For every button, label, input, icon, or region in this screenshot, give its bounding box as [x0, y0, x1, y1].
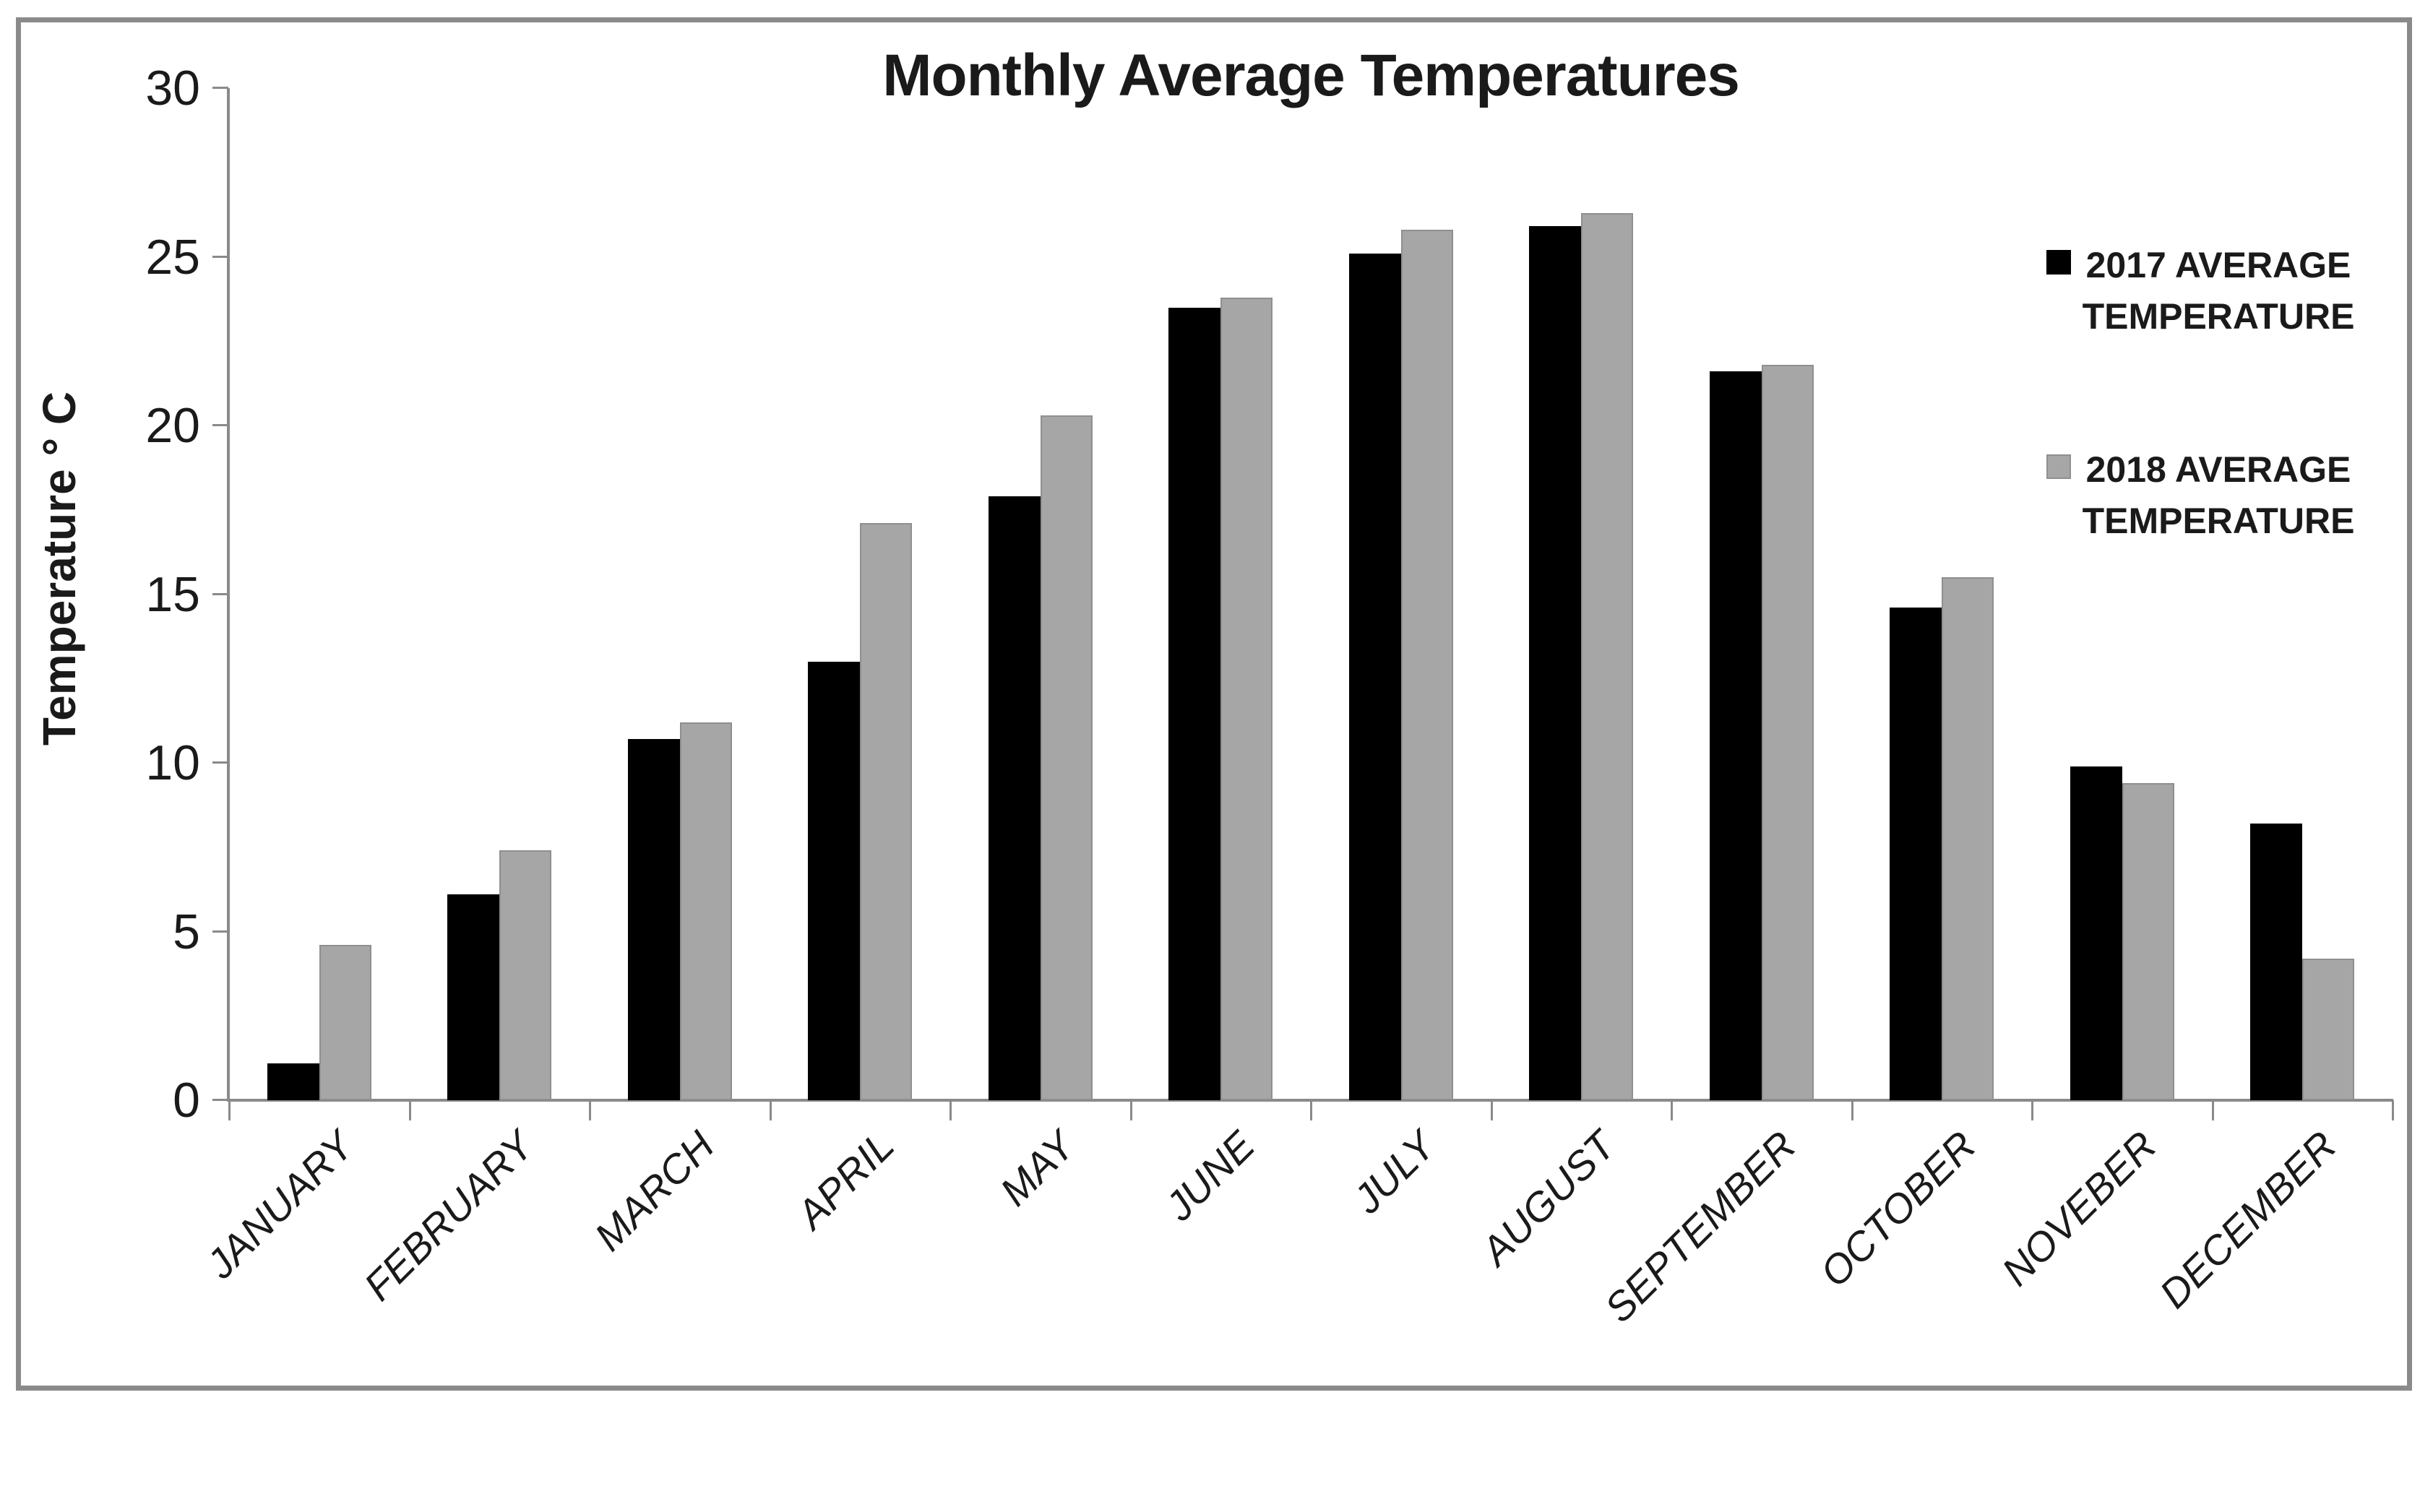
x-axis-tick — [949, 1100, 952, 1120]
legend-entry-2017: 2017 AVERAGE TEMPERATURE — [2046, 240, 2356, 342]
bar-2017-april — [808, 662, 861, 1100]
bar-2018-july — [1400, 230, 1453, 1100]
legend-entry-2018: 2018 AVERAGE TEMPERATURE — [2046, 444, 2356, 547]
y-tick-label: 25 — [145, 229, 200, 285]
y-axis-tick — [212, 930, 228, 933]
bar-2017-august — [1529, 226, 1582, 1100]
x-axis-tick — [2211, 1100, 2214, 1120]
legend-swatch-2017-icon — [2046, 250, 2071, 275]
x-axis-tick — [589, 1100, 591, 1120]
bar-2018-june — [1220, 298, 1273, 1100]
bar-2017-july — [1348, 254, 1401, 1100]
x-axis-tick — [228, 1100, 231, 1120]
y-axis-tick — [212, 592, 228, 595]
y-tick-label: 5 — [173, 904, 200, 959]
bar-2017-may — [988, 496, 1041, 1100]
chart-title: Monthly Average Temperatures — [882, 43, 1740, 108]
y-axis-tick — [212, 255, 228, 258]
x-axis-tick — [2392, 1100, 2394, 1120]
bar-2018-august — [1581, 213, 1634, 1100]
bar-2018-march — [679, 722, 732, 1100]
bar-2018-may — [1040, 415, 1093, 1100]
bar-2017-june — [1168, 308, 1221, 1100]
y-axis-tick — [212, 1099, 228, 1101]
x-axis-tick — [1671, 1100, 1673, 1120]
x-axis-tick — [769, 1100, 772, 1120]
y-tick-label: 20 — [145, 398, 200, 453]
x-axis-tick — [408, 1100, 411, 1120]
y-axis-tick — [212, 761, 228, 764]
y-axis-tick — [212, 87, 228, 89]
bar-2017-december — [2250, 824, 2303, 1100]
bar-2017-october — [1890, 608, 1942, 1100]
x-axis-tick — [1851, 1100, 1853, 1120]
y-axis-tick — [212, 424, 228, 426]
legend-swatch-2018-icon — [2046, 454, 2071, 479]
bar-2018-october — [1942, 577, 1994, 1100]
y-tick-label: 15 — [145, 566, 200, 622]
legend-label-2018: 2018 AVERAGE TEMPERATURE — [2082, 449, 2355, 541]
y-tick-label: 0 — [173, 1073, 200, 1128]
bar-2018-april — [860, 523, 913, 1100]
bar-2017-january — [267, 1063, 319, 1100]
y-axis-line — [227, 88, 230, 1102]
bar-2017-february — [447, 894, 500, 1100]
bar-2018-december — [2302, 959, 2355, 1100]
bar-2017-noveber — [2070, 766, 2122, 1100]
bar-2018-september — [1761, 365, 1814, 1100]
y-tick-label: 30 — [145, 61, 200, 116]
x-axis-tick — [1129, 1100, 1132, 1120]
bar-2018-january — [319, 945, 371, 1100]
x-axis-tick — [1490, 1100, 1493, 1120]
legend-label-2017: 2017 AVERAGE TEMPERATURE — [2082, 245, 2355, 337]
bar-2018-noveber — [2122, 783, 2174, 1100]
chart-canvas: Monthly Average Temperatures Temperature… — [16, 17, 2412, 1391]
y-tick-label: 10 — [145, 735, 200, 790]
bar-2017-september — [1709, 371, 1762, 1100]
bar-2018-february — [499, 850, 552, 1100]
x-axis-tick — [1310, 1100, 1312, 1120]
bar-2017-march — [627, 739, 680, 1100]
x-axis-tick — [2031, 1100, 2033, 1120]
